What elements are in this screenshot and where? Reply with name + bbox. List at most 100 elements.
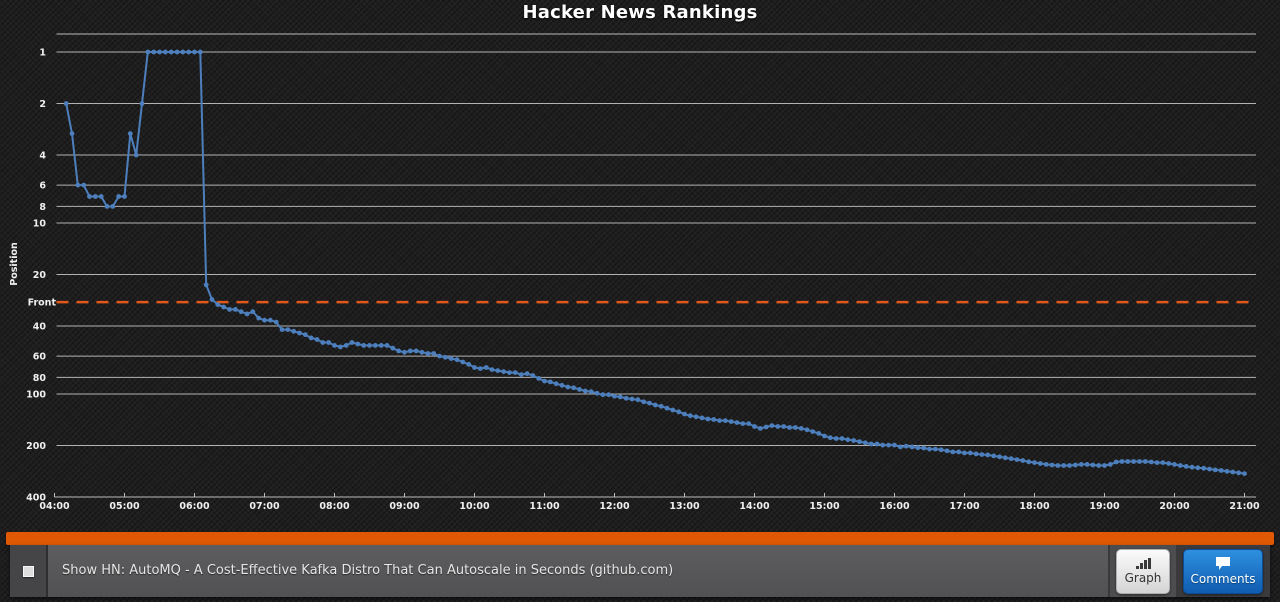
data-point [886,442,892,448]
data-point [1067,463,1072,468]
data-point [588,389,594,395]
data-point [162,49,168,55]
data-point [1119,459,1125,464]
data-point [232,307,238,312]
data-point [804,427,810,433]
comments-button-label: Comments [1190,571,1256,586]
x-tick-label: 07:00 [249,501,280,512]
data-point [553,381,559,387]
x-tick-label: 20:00 [1159,501,1190,512]
data-point [244,311,250,317]
data-point [145,49,151,55]
data-point [133,152,139,158]
data-point [1172,462,1177,467]
data-point [822,433,827,439]
data-point [302,332,308,338]
data-point [104,204,110,209]
bar-chart-icon [1135,557,1151,569]
data-point [75,182,81,188]
data-point [349,340,355,345]
data-point [1102,463,1107,468]
graph-button[interactable]: Graph [1116,548,1170,594]
data-point [991,453,997,459]
data-point [279,327,285,332]
data-point [1107,462,1113,467]
data-point [652,402,658,408]
data-point [676,409,682,415]
data-point [857,439,862,445]
data-point [542,378,547,384]
data-point [1160,460,1166,465]
data-point [1043,462,1049,467]
data-point [489,367,495,372]
data-point [192,49,197,55]
data-point [1154,460,1160,465]
data-point [390,345,396,351]
data-point [180,49,186,55]
data-point [238,309,244,315]
front-label: Front [28,298,57,309]
data-point [1072,462,1078,468]
data-point [827,435,833,441]
data-point [787,425,792,430]
comments-button[interactable]: Comments [1183,548,1263,594]
data-point [477,366,483,371]
data-point [110,204,116,209]
data-point [215,302,221,307]
data-point [746,421,752,426]
story-checkbox[interactable] [22,565,34,577]
x-tick-label: 18:00 [1019,501,1050,512]
data-point [168,49,174,55]
data-point [1201,465,1207,471]
data-point [326,340,332,345]
data-point [600,392,606,398]
data-point [442,354,448,360]
data-point [606,392,612,398]
rankings-chart: 1 2 4 6 8 10 20 40 60 80 100 200 400 Position Front 04:… [9,33,1260,512]
data-point [582,388,588,394]
story-title: Show HN: AutoMQ - A Cost-Effective Kafka… [48,545,1108,597]
data-point [1113,459,1119,465]
data-point [1142,459,1148,464]
data-point [705,416,711,422]
y-tick-label: 20 [33,270,47,281]
data-point [1037,461,1043,466]
story-row: Show HN: AutoMQ - A Cost-Effective Kafka… [10,545,1270,597]
y-tick-label: 200 [26,441,46,452]
x-tick-label: 16:00 [879,501,910,512]
data-point [734,420,740,425]
data-point [1218,468,1224,473]
data-point [682,411,687,417]
data-point [437,353,442,359]
data-point [594,390,600,396]
data-point [816,431,822,436]
data-point [203,282,209,288]
data-point [647,400,652,406]
data-point [909,444,915,450]
data-point [757,426,763,431]
data-point [740,421,746,426]
x-tick-label: 10:00 [459,501,490,512]
data-point [547,379,553,385]
data-point [431,351,437,356]
data-point [623,395,629,401]
data-point [343,343,349,348]
data-point [384,343,390,348]
data-point [1096,463,1102,468]
graph-button-label: Graph [1124,570,1162,585]
data-point [501,369,507,374]
data-point [425,351,431,356]
data-point [927,446,932,452]
data-point [1008,456,1014,462]
data-point [711,417,717,422]
data-point [763,424,769,430]
y-tick-label: 40 [33,321,47,332]
data-point [1212,467,1218,473]
data-point [1055,463,1061,468]
data-point [273,319,279,325]
checkbox-cell [10,545,48,597]
data-point [402,349,407,355]
data-point [717,418,722,423]
data-point [1137,459,1142,464]
data-point [979,452,985,457]
